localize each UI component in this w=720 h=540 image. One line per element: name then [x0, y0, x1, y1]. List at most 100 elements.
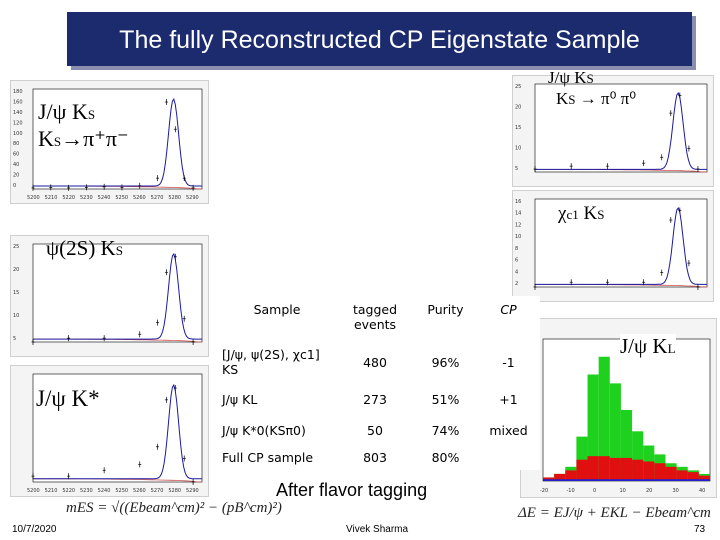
- y-tick-label: 8: [515, 246, 518, 252]
- histogram-bar: [554, 479, 566, 481]
- plot-jpsi-ks-pipi: 180 160 140 120 100 80 60 40 20 0 5200 5210 5220 5230…: [10, 80, 209, 204]
- x-tick-label: 5280: [168, 488, 181, 494]
- x-tick-label: 20: [646, 488, 652, 494]
- y-tick-label: 15: [515, 125, 521, 131]
- x-tick-label: 10: [620, 488, 626, 494]
- cell-events: 803: [363, 449, 387, 465]
- histogram-bar: [632, 431, 644, 481]
- fit-curve: [33, 252, 202, 340]
- footer-author: Vivek Sharma: [346, 524, 409, 535]
- y-tick-label: 80: [13, 141, 19, 147]
- cell-purity: 96%: [431, 354, 460, 370]
- y-tick-label: 25: [13, 244, 19, 250]
- histogram-bar: [620, 410, 633, 481]
- y-tick-label: 4: [515, 269, 518, 275]
- header-cp: CP: [500, 302, 517, 317]
- histogram-bar: [587, 456, 599, 481]
- cell-cp: +1: [499, 391, 518, 407]
- y-tick-label: 180: [13, 89, 23, 95]
- histogram-bar: [543, 479, 555, 481]
- y-tick-label: 120: [13, 120, 23, 126]
- after-flavor-tagging-note: After flavor tagging: [276, 480, 428, 500]
- plot-jpsi-ks-pi0: 25 20 15 10 5: [512, 75, 714, 187]
- mes-formula: mES = √((Ebeam^cm)² − (pB^cm)²): [66, 500, 282, 516]
- y-tick-label: 15: [13, 290, 19, 296]
- histogram-bar: [576, 436, 588, 481]
- plot-jpsi-ks-pi0-svg: 25 20 15 10 5: [515, 83, 708, 173]
- histogram-bar: [665, 466, 677, 481]
- x-tick-label: 0: [593, 488, 596, 494]
- histogram-bar: [609, 479, 621, 481]
- y-tick-label: 40: [13, 162, 19, 168]
- plot-frame: [32, 88, 203, 190]
- cell-purity: 51%: [431, 391, 460, 407]
- histogram-bar: [632, 479, 644, 481]
- x-tick-label: 5260: [133, 488, 146, 494]
- x-tick-label: 5240: [98, 488, 111, 494]
- plot-jpsi-ks-pipi-svg: 180 160 140 120 100 80 60 40 20 0 5200 5210 5220 5230…: [13, 88, 203, 201]
- histogram-bar: [554, 473, 566, 481]
- x-tick-label: 5220: [62, 488, 75, 494]
- cell-cp: mixed: [489, 422, 528, 438]
- plot-jpsi-kstar: 5200 5210 5220 5230 5240 5250 5260 5270 5280 5290: [10, 365, 209, 497]
- y-tick-label: 0: [13, 183, 16, 189]
- histogram-bar: [698, 475, 710, 481]
- histogram-bar: [598, 356, 610, 481]
- y-tick-label: 5: [13, 336, 16, 342]
- summary-table: Sample tagged events Purity CP [J/ψ, ψ(2…: [218, 296, 540, 470]
- x-tick-label: 5260: [133, 195, 146, 201]
- y-tick-label: 6: [515, 258, 518, 264]
- plot-chic1-ks: 16 14 12 10 8 6 4 2: [512, 190, 714, 302]
- cell-cp: [477, 444, 540, 470]
- y-tick-label: 25: [515, 84, 521, 90]
- cell-purity: 74%: [431, 422, 460, 438]
- cell-sample: Full CP sample: [222, 449, 314, 465]
- table-row: J/ψ K*0(KSπ0) 50 74% mixed: [218, 416, 540, 444]
- delta-e-formula: ΔE = EJ/ψ + EKL − Ebeam^cm: [518, 505, 711, 521]
- histogram-bar: [654, 479, 666, 481]
- histogram-bar: [576, 479, 588, 481]
- x-tick-label: 5200: [27, 488, 40, 494]
- histogram-bar: [676, 470, 688, 481]
- cell-cp: -1: [502, 354, 515, 370]
- y-tick-label: 20: [13, 173, 19, 179]
- histogram-bar: [687, 479, 699, 481]
- y-tick-label: 20: [515, 105, 521, 111]
- histogram-bar: [565, 479, 577, 481]
- fit-curve: [33, 98, 202, 187]
- y-tick-label: 10: [13, 313, 19, 319]
- cell-sample: [J/ψ, ψ(2S), χc1] KS: [222, 347, 320, 377]
- x-tick-label: 5250: [115, 488, 128, 494]
- x-tick-label: 30: [673, 488, 679, 494]
- y-tick-label: 100: [13, 131, 23, 137]
- x-tick-label: -10: [567, 488, 575, 494]
- x-tick-label: 5210: [45, 195, 58, 201]
- fit-curve: [535, 207, 707, 285]
- histogram-bar: [587, 374, 599, 481]
- histogram-bar: [620, 479, 633, 481]
- cell-events: 480: [363, 354, 387, 370]
- histogram-bar: [565, 470, 577, 481]
- table-row: J/ψ KL 273 51% +1: [218, 382, 540, 416]
- histogram-bar: [598, 479, 610, 481]
- histogram-bar: [676, 479, 688, 481]
- y-tick-label: 10: [515, 234, 521, 240]
- x-tick-label: 5280: [168, 195, 181, 201]
- histogram-bar: [587, 479, 599, 481]
- plot-psi2s-ks: 25 20 15 10 5: [10, 235, 209, 357]
- y-tick-label: 160: [13, 99, 23, 105]
- histogram-bar: [632, 459, 644, 481]
- y-tick-label: 10: [515, 146, 521, 152]
- histogram-bar: [620, 457, 633, 481]
- cell-events: 273: [363, 391, 387, 407]
- plot-psi2s-ks-svg: 25 20 15 10 5: [13, 243, 203, 345]
- table-row: Full CP sample 803 80%: [218, 444, 540, 470]
- y-tick-label: 14: [515, 211, 521, 217]
- table-header-row: Sample tagged events Purity CP: [218, 296, 540, 342]
- y-tick-label: 60: [13, 152, 19, 158]
- x-tick-label: 5230: [80, 195, 93, 201]
- slide-title: The fully Reconstructed CP Eigenstate Sa…: [119, 26, 640, 54]
- label-jpsi-kl: J/ψ KL: [620, 334, 676, 359]
